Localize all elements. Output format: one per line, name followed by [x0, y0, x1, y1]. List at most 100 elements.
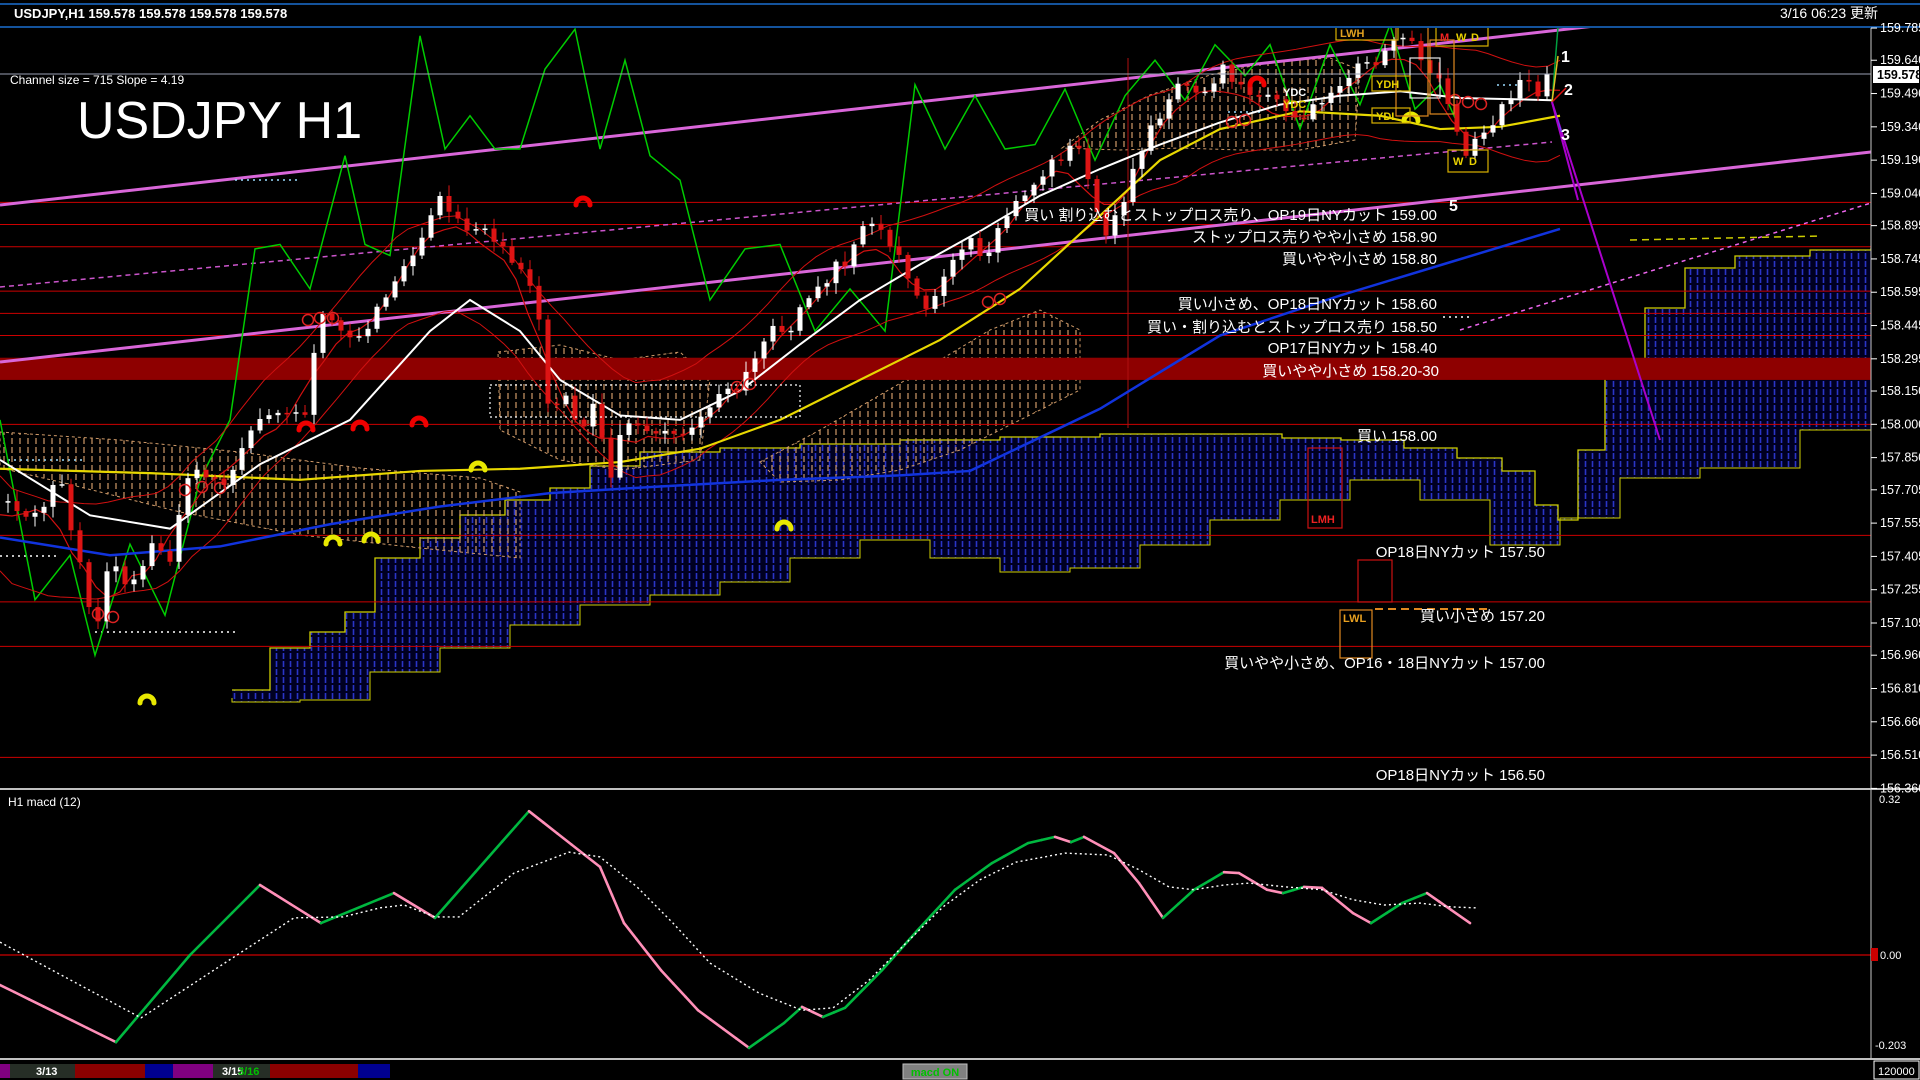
candle [887, 229, 893, 247]
price-axis[interactable]: 159.785 159.640 159.490 159.340 159.190 159.0… [1870, 21, 1920, 1059]
candle [1229, 64, 1235, 82]
candle [1472, 138, 1478, 156]
macd-main-line [684, 995, 700, 1012]
macd-main-line [527, 809, 545, 824]
sell-signal-icon [573, 195, 593, 208]
macd-main-line [1265, 888, 1285, 895]
candle [806, 298, 812, 308]
candle [788, 330, 794, 333]
trend-line [0, 28, 1591, 207]
candle [545, 319, 551, 404]
axis-price-label: 159.340 [1880, 120, 1920, 134]
candle [1409, 37, 1415, 42]
period-segment [270, 1064, 358, 1078]
candle [689, 427, 695, 435]
axis-price-label: 158.295 [1880, 352, 1920, 366]
entry-marker-icon [730, 380, 744, 394]
candle [95, 607, 101, 622]
macd-main-line [734, 1037, 751, 1050]
candle [203, 469, 209, 478]
level-tag-label: D [1471, 32, 1479, 44]
candle [1454, 104, 1460, 132]
candle [950, 259, 956, 277]
candle [914, 278, 920, 296]
sell-signal-icon [409, 415, 429, 428]
candle [851, 244, 857, 267]
candle [1103, 211, 1109, 236]
entry-marker-icon [981, 295, 995, 309]
axis-price-label: 157.705 [1880, 483, 1920, 497]
candle [1094, 179, 1100, 212]
current-price-box [1873, 66, 1919, 83]
macd-main-line [1053, 835, 1073, 844]
candle [662, 430, 668, 434]
macd-main-line [1413, 891, 1429, 900]
level-tag-label: LWL [1343, 613, 1366, 625]
period-segment [75, 1064, 145, 1078]
candle [1067, 145, 1073, 161]
candle [1355, 63, 1361, 78]
candle [1175, 83, 1181, 100]
candle [1022, 195, 1028, 201]
main-price-pane[interactable]: USDJPY H1 Channel size = 715 Slope = 4.1… [0, 0, 1871, 784]
candle [410, 255, 416, 267]
candle [833, 261, 839, 284]
candle [581, 419, 587, 427]
candle [365, 328, 371, 337]
candle [284, 412, 290, 415]
macd-main-line [722, 1027, 738, 1040]
candle [1526, 79, 1532, 82]
macd-main-line [1161, 902, 1180, 920]
entry-marker-icon [1448, 93, 1462, 107]
candle [482, 228, 488, 231]
macd-main-line [258, 883, 277, 896]
ma-blue [0, 227, 1561, 557]
period-segment [0, 1064, 10, 1078]
candle [644, 425, 650, 432]
red-ma-line [0, 58, 1561, 599]
dotted-level-segment [1629, 235, 1821, 241]
candle [626, 423, 632, 435]
level-tag-label: YDC [1283, 99, 1306, 111]
candle [1112, 215, 1118, 236]
entry-marker-icon [993, 292, 1007, 306]
axis-price-label: 159.785 [1880, 21, 1920, 35]
candle [1139, 150, 1145, 169]
macd-main-line [289, 902, 308, 915]
entry-marker-icon [1238, 113, 1252, 127]
axis-price-label: 159.190 [1880, 153, 1920, 167]
period-segment [213, 1064, 270, 1078]
macd-pane[interactable] [0, 809, 1871, 1050]
macd-main-line [800, 1005, 814, 1014]
macd-main-line [1369, 911, 1388, 925]
candle [104, 571, 110, 622]
candle [1328, 92, 1334, 103]
bottom-bar: 3/13 3/153/16 macd ON 120000 [0, 1060, 1920, 1080]
fan-number-label: 5 [1449, 198, 1458, 215]
trade-annotation: 買い小さめ 157.20 [1420, 608, 1545, 625]
candle [815, 286, 821, 299]
trade-annotation: 買いやや小さめ 158.20-30 [1262, 363, 1439, 380]
candle [1391, 39, 1397, 51]
annotation-box [1371, 75, 1411, 92]
candle [464, 218, 470, 231]
macd-main-line [647, 953, 663, 972]
candle [1301, 117, 1307, 120]
candle [221, 478, 227, 485]
macd-main-line [584, 854, 602, 869]
macd-main-line [1207, 870, 1226, 883]
macd-signal-line [0, 851, 1477, 1019]
macd-main-line [487, 840, 504, 859]
title-bar: USDJPY,H1 159.578 159.578 159.578 159.57… [0, 3, 1920, 28]
macd-main-line [230, 897, 248, 915]
macd-main-line [966, 870, 981, 883]
macd-main-line [473, 855, 491, 874]
axis-price-label: 156.960 [1880, 648, 1920, 662]
axis-price-label: 157.255 [1880, 583, 1920, 597]
candle [356, 336, 362, 338]
candle [302, 412, 308, 415]
macd-toggle-button[interactable] [902, 1063, 968, 1080]
candle [518, 262, 524, 270]
